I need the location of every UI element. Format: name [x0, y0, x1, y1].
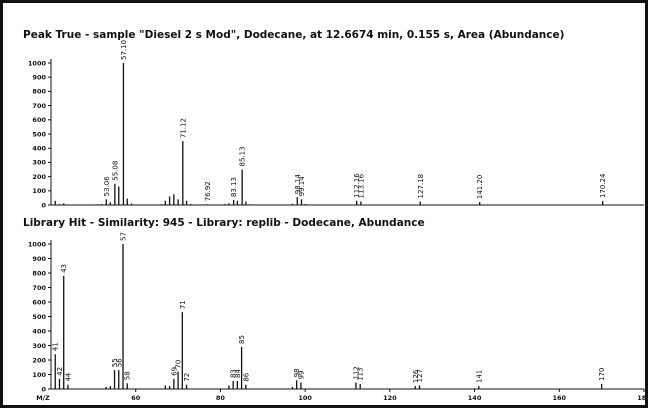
peak-label: 43 [60, 264, 68, 273]
y-tick-label: 0 [41, 385, 46, 393]
chart-panel-2: Library Hit - Similarity: 945 - Library:… [23, 217, 648, 402]
peak-label: 170 [598, 368, 606, 381]
y-tick-label: 500 [32, 130, 46, 138]
chart-panel-1: Peak True - sample "Diesel 2 s Mod", Dod… [23, 29, 644, 209]
peak-label: 69 [170, 367, 178, 376]
y-tick-label: 1000 [28, 240, 47, 248]
peak-label: 112 [352, 366, 360, 379]
peak-label: 113 [357, 368, 365, 381]
peak-label: 76.92 [204, 181, 212, 201]
peak-label: 99.14 [298, 176, 306, 197]
y-tick-label: 300 [32, 159, 46, 167]
peak-label: 83.13 [230, 177, 238, 197]
y-tick-label: 800 [32, 269, 46, 277]
y-tick-label: 500 [32, 313, 46, 321]
peak-label: 98 [293, 368, 301, 377]
peak-label: 141 [475, 370, 483, 383]
peak-label: 86 [242, 372, 250, 381]
chart-title: Library Hit - Similarity: 945 - Library:… [23, 217, 425, 229]
peak-label: 44 [64, 372, 72, 381]
peak-label: 58 [124, 371, 132, 380]
peak-label: 57.10 [120, 40, 128, 60]
y-tick-label: 700 [32, 284, 46, 292]
peak-label: 70 [175, 360, 183, 369]
peak-label: 56 [115, 358, 123, 367]
chart-title: Peak True - sample "Diesel 2 s Mod", Dod… [23, 29, 564, 41]
x-tick-label: 80 [216, 394, 226, 402]
peak-label: 53.06 [103, 176, 111, 197]
peak-label: 170.24 [599, 173, 607, 198]
x-axis-label: M/Z [36, 394, 50, 402]
x-tick-label: 180 [637, 394, 648, 402]
peak-label: 57 [120, 232, 128, 241]
peak-label: 41 [52, 342, 60, 351]
peak-label: 127.18 [417, 174, 425, 199]
peak-label: 83 [230, 369, 238, 378]
y-tick-label: 300 [32, 342, 46, 350]
y-tick-label: 200 [32, 356, 46, 364]
y-tick-label: 900 [32, 255, 46, 263]
peak-label: 127 [416, 369, 424, 382]
x-tick-label: 140 [468, 394, 482, 402]
peak-label: 141.20 [476, 175, 484, 200]
y-tick-label: 800 [32, 88, 46, 96]
peak-label: 84 [234, 369, 242, 378]
y-tick-label: 100 [32, 187, 46, 195]
y-tick-label: 600 [32, 116, 46, 124]
peak-label: 126 [412, 369, 420, 383]
peak-label: 42 [56, 367, 64, 376]
y-tick-label: 0 [41, 201, 46, 209]
peak-label: 71.12 [179, 118, 187, 138]
peak-label: 85.13 [239, 146, 247, 166]
y-tick-label: 600 [32, 298, 46, 306]
peak-label: 113.16 [357, 173, 365, 198]
peak-label: 85 [238, 335, 246, 344]
x-tick-label: 160 [552, 394, 566, 402]
peak-label: 72 [183, 373, 191, 382]
y-tick-label: 700 [32, 102, 46, 110]
y-tick-label: 1000 [28, 59, 47, 67]
x-tick-label: 120 [383, 394, 397, 402]
mass-spectra-chart: Peak True - sample "Diesel 2 s Mod", Dod… [23, 29, 648, 402]
peak-label: 55 [111, 358, 119, 367]
peak-label: 55.08 [111, 161, 119, 181]
y-tick-label: 400 [32, 145, 46, 153]
peak-label: 71 [179, 300, 187, 309]
peak-label: 99 [297, 371, 305, 380]
y-tick-label: 400 [32, 327, 46, 335]
y-tick-label: 200 [32, 173, 46, 181]
x-tick-label: 100 [298, 394, 312, 402]
y-tick-label: 100 [32, 371, 46, 379]
peak-label: 112.16 [353, 173, 361, 198]
y-tick-label: 900 [32, 74, 46, 82]
x-tick-label: 60 [131, 394, 141, 402]
peak-label: 98.14 [294, 174, 302, 195]
